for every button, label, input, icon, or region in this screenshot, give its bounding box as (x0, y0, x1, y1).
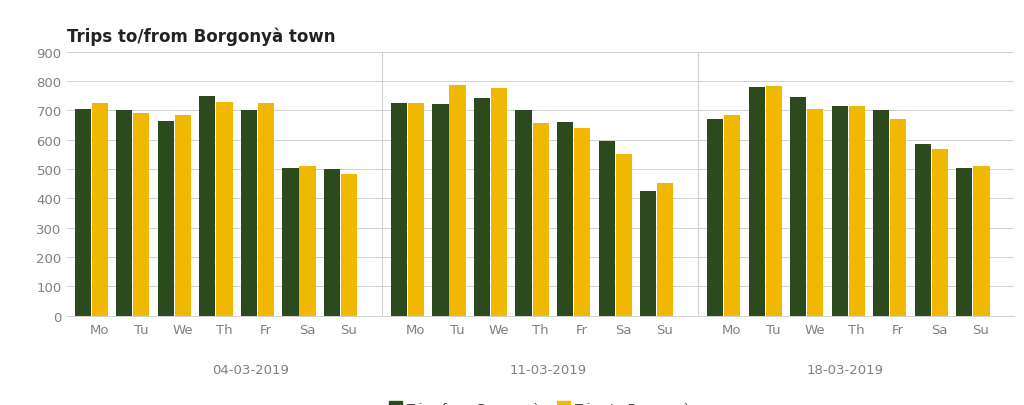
Text: 18-03-2019: 18-03-2019 (807, 363, 884, 376)
Bar (849, 107, 865, 316)
Bar (873, 110, 890, 316)
Bar (724, 115, 740, 316)
Bar (133, 114, 150, 316)
Bar (116, 111, 132, 316)
Bar (241, 111, 257, 316)
Bar (707, 119, 723, 316)
Text: 04-03-2019: 04-03-2019 (212, 363, 289, 376)
Bar (914, 145, 931, 316)
Bar (391, 103, 407, 316)
Bar (200, 96, 215, 316)
Bar (408, 103, 424, 316)
Bar (341, 175, 357, 316)
Bar (956, 168, 973, 316)
Bar (175, 115, 190, 316)
Bar (158, 122, 174, 316)
Bar (532, 124, 549, 316)
Bar (749, 88, 765, 316)
Bar (75, 110, 91, 316)
Bar (657, 184, 674, 316)
Bar (974, 166, 989, 316)
Bar (890, 119, 906, 316)
Bar (258, 104, 274, 316)
Bar (216, 102, 232, 316)
Bar (299, 167, 315, 316)
Bar (432, 105, 449, 316)
Bar (831, 107, 848, 316)
Text: Trips to/from Borgonyà town: Trips to/from Borgonyà town (67, 27, 335, 45)
Bar (450, 86, 466, 316)
Text: 11-03-2019: 11-03-2019 (509, 363, 587, 376)
Bar (932, 149, 948, 316)
Bar (791, 98, 806, 316)
Bar (474, 99, 490, 316)
Bar (807, 110, 823, 316)
Bar (490, 89, 507, 316)
Bar (640, 192, 656, 316)
Bar (557, 123, 573, 316)
Bar (92, 104, 108, 316)
Bar (283, 168, 299, 316)
Bar (766, 87, 781, 316)
Bar (615, 155, 632, 316)
Bar (574, 129, 590, 316)
Legend: Trips from Borgonyà, Trips to Borgonyà: Trips from Borgonyà, Trips to Borgonyà (383, 396, 697, 405)
Bar (515, 110, 531, 316)
Bar (599, 142, 614, 316)
Bar (324, 170, 340, 316)
